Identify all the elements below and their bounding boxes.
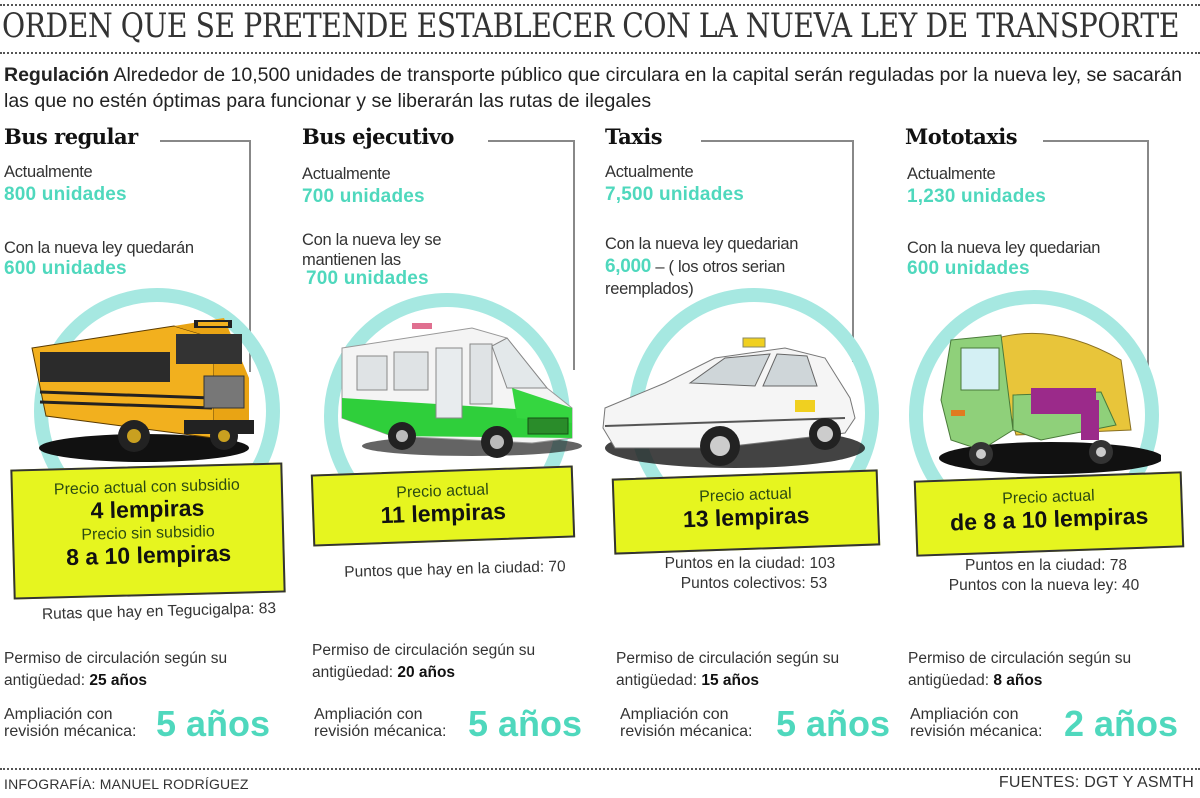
stat-points-new-law: Puntos con la nueva ley: 40 [948, 577, 1140, 594]
extension-label-line1: Ampliación con [620, 706, 729, 723]
extension-label-line1: Ampliación con [910, 706, 1019, 723]
current-value: 7,500 unidades [605, 184, 745, 205]
lead-paragraph: Regulación Alrededor de 10,500 unidades … [4, 62, 1194, 114]
permit-taxis: Permiso de circulación según su antigüed… [616, 648, 876, 692]
new-law-label: Con la nueva ley quedarian [605, 235, 799, 253]
column-taxis: Taxis Actualmente 7,500 unidades Con la … [602, 118, 905, 638]
new-law-label: Con la nueva ley quedarán [4, 239, 194, 257]
extension-years: 5 años [776, 703, 891, 744]
column-title: Taxis [605, 124, 663, 149]
new-law-label: Con la nueva ley quedarian [907, 239, 1101, 257]
extension-label: Ampliación con revisión mécanica: [620, 706, 753, 740]
leader-line [573, 140, 575, 370]
mototaxi-icon [939, 332, 1161, 474]
extension-years: 5 años [156, 703, 271, 744]
current-label: Actualmente [4, 163, 93, 181]
school-bus-icon [31, 318, 254, 462]
extension-label-line2: revisión mécanica: [910, 723, 1043, 740]
column-bus-ejecutivo: Bus ejecutivo Actualmente 700 unidades C… [302, 118, 602, 638]
current-label: Actualmente [302, 165, 391, 183]
stat-points: Puntos que hay en la ciudad: 70 [344, 558, 566, 581]
permit-label: Permiso de circulación según su antigüed… [616, 650, 840, 689]
column-mototaxis: Mototaxis Actualmente 1,230 unidades Con… [905, 118, 1200, 638]
new-law-value: 600 unidades [907, 258, 1030, 279]
leader-line [701, 140, 853, 142]
permit-years: 25 años [89, 672, 148, 689]
current-value: 800 unidades [4, 184, 127, 205]
permit-bus-ejecutivo: Permiso de circulación según su antigüed… [312, 640, 572, 684]
leader-line [1043, 140, 1148, 142]
title-divider [0, 52, 1200, 54]
current-label: Actualmente [605, 163, 694, 181]
new-law-value-group: 6,000 – ( los otros serian reemplados) [605, 256, 815, 300]
page-title: ORDEN QUE SE PRETENDE ESTABLECER CON LA … [2, 6, 1180, 46]
permit-years: 15 años [701, 672, 760, 689]
extension-label-line1: Ampliación con [314, 706, 423, 723]
price-box: Precio actual 13 lempiras [611, 469, 881, 555]
price-box: Precio actual de 8 a 10 lempiras [913, 471, 1185, 557]
top-divider [0, 4, 1200, 6]
leader-line [160, 140, 250, 142]
current-value: 700 unidades [302, 186, 425, 207]
permit-label: Permiso de circulación según su antigüed… [908, 650, 1132, 689]
leader-line [852, 140, 854, 362]
lead-text: Alrededor de 10,500 unidades de transpor… [4, 64, 1182, 112]
extension-label: Ampliación con revisión mécanica: [910, 706, 1043, 740]
new-law-value: 700 unidades [306, 268, 429, 289]
leader-line [488, 140, 574, 142]
permit-bus-regular: Permiso de circulación según su antigüed… [4, 648, 254, 692]
footer-divider [0, 768, 1200, 770]
sources: FUENTES: DGT Y ASMTH [998, 774, 1194, 791]
stat-points-collective: Puntos colectivos: 53 [680, 575, 828, 592]
extension-label: Ampliación con revisión mécanica: [314, 706, 447, 740]
permit-label: Permiso de circulación según su antigüed… [4, 650, 228, 689]
new-law-value: 6,000 [605, 256, 652, 277]
price-box: Precio actual 11 lempiras [310, 465, 576, 547]
minibus-icon [341, 323, 582, 458]
price-box: Precio actual con subsidio 4 lempiras Pr… [10, 462, 286, 600]
new-law-note: – ( los otros serian reemplados) [605, 258, 786, 298]
leader-line [1147, 140, 1149, 370]
extension-years: 2 años [1064, 703, 1179, 744]
current-label: Actualmente [907, 165, 996, 183]
stat-points-city: Puntos en la ciudad: 103 [664, 555, 836, 572]
leader-line [249, 140, 251, 372]
extension-label-line1: Ampliación con [4, 706, 113, 723]
lead-label: Regulación [4, 64, 110, 86]
permit-years: 8 años [993, 672, 1043, 689]
extension-years: 5 años [468, 703, 583, 744]
permit-mototaxis: Permiso de circulación según su antigüed… [908, 648, 1168, 692]
column-title: Mototaxis [905, 124, 1018, 149]
stat-routes: Rutas que hay en Tegucigalpa: 83 [41, 599, 277, 624]
extension-label-line2: revisión mécanica: [620, 723, 753, 740]
new-law-label: Con la nueva ley se mantienen las [302, 231, 442, 269]
extension-label: Ampliación con revisión mécanica: [4, 706, 137, 740]
credit: INFOGRAFÍA: MANUEL RODRÍGUEZ [4, 776, 249, 792]
permit-label: Permiso de circulación según su antigüed… [312, 642, 536, 681]
new-law-value: 600 unidades [4, 258, 127, 279]
column-title: Bus regular [4, 124, 138, 149]
current-value: 1,230 unidades [907, 186, 1047, 207]
extension-label-line2: revisión mécanica: [314, 723, 447, 740]
column-bus-regular: Bus regular Actualmente 800 unidades Con… [4, 118, 304, 638]
column-title: Bus ejecutivo [302, 124, 454, 149]
permit-years: 20 años [397, 664, 456, 681]
taxi-car-icon [602, 337, 865, 468]
stat-points-city: Puntos en la ciudad: 78 [964, 557, 1127, 574]
extension-label-line2: revisión mécanica: [4, 723, 137, 740]
